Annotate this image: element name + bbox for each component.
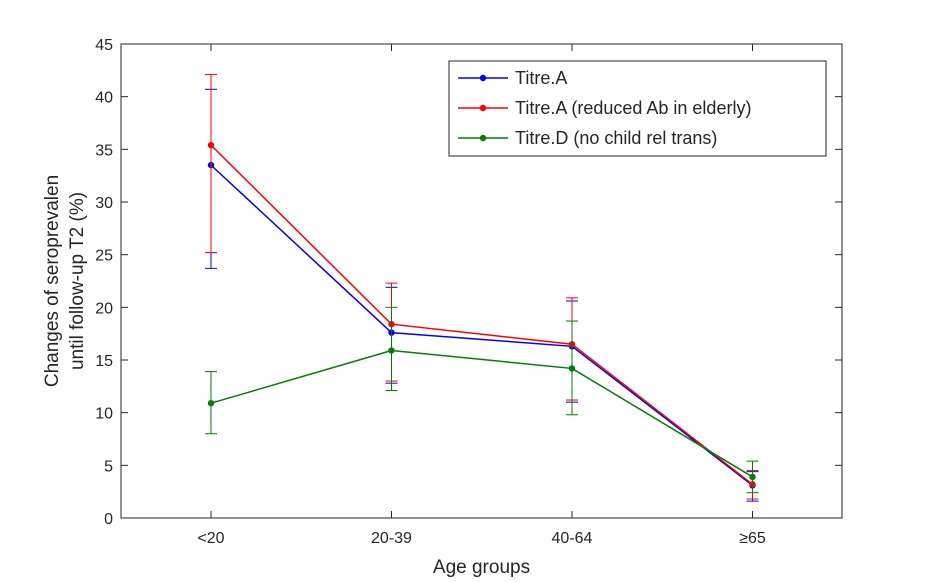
x-tick-label: <20 [197,530,224,547]
data-point [207,141,215,149]
legend-box [448,60,827,157]
legend-swatch-marker [479,134,487,142]
y-axis-label-line-2: until follow-up T2 (%) [67,192,88,370]
y-axis-label: Changes of seroprevalen until follow-up … [42,175,88,387]
data-point [568,365,576,372]
series-3 [205,306,759,494]
data-point [207,399,215,407]
y-tick-label: 40 [95,90,113,107]
y-tick-label: 45 [95,37,113,54]
y-tick-label: 5 [104,458,113,475]
y-axis-label-line-1: Changes of seroprevalen [42,175,63,387]
series-line [210,164,753,486]
series-line [210,144,753,485]
legend: Titre.A Titre.A (reduced Ab in elderly) Ti… [448,60,827,157]
x-axis-label: Age groups [433,557,530,578]
y-tick-label: 30 [95,195,113,212]
y-tick-label: 25 [95,248,113,265]
y-tick-label: 20 [95,300,113,317]
legend-label: Titre.A [515,68,567,88]
y-tick-label: 15 [95,353,113,370]
y-tick-label: 10 [95,406,113,423]
y-axis-ticks: 0 5 10 15 20 25 30 35 40 45 [95,37,842,528]
x-tick-label: 40-64 [552,530,593,547]
data-point [749,473,756,481]
data-point [388,347,395,354]
legend-label: Titre.A (reduced Ab in elderly) [515,98,751,118]
series-line [210,349,753,478]
legend-swatch-marker [479,104,487,112]
legend-label: Titre.D (no child rel trans) [515,128,717,148]
y-tick-label: 35 [95,142,113,159]
x-tick-label: 20-39 [371,530,412,547]
series-layer [205,74,759,502]
x-tick-label: ≥65 [739,530,766,547]
y-tick-label: 0 [104,511,113,528]
legend-swatch-marker [479,74,487,82]
x-axis-ticks: <20 20-39 40-64 ≥65 [197,44,766,547]
